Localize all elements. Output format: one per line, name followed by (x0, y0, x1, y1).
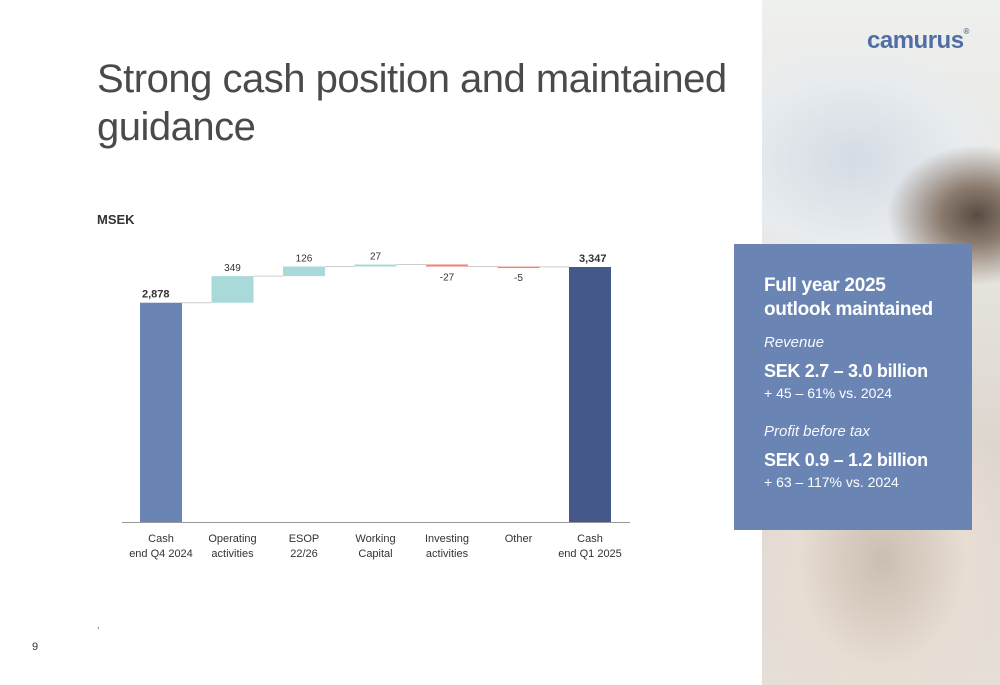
category-label-5: activities (426, 548, 469, 560)
outlook-heading: Full year 2025 outlook maintained (764, 275, 933, 320)
slide-title: Strong cash position and maintained guid… (97, 57, 727, 149)
data-label-2: 349 (224, 263, 241, 274)
bar-6 (497, 266, 540, 269)
bar-2 (211, 276, 254, 303)
profit-growth: + 63 – 117% vs. 2024 (764, 474, 899, 490)
profit-label: Profit before tax (764, 423, 870, 440)
category-label-3: 22/26 (290, 548, 318, 560)
data-label-6: -5 (514, 273, 523, 284)
revenue-growth: + 45 – 61% vs. 2024 (764, 385, 893, 401)
category-label-2: activities (211, 548, 254, 560)
category-label-7: Cash (577, 533, 603, 545)
category-label-4: Working (355, 533, 395, 545)
page-number: 9 (32, 641, 39, 653)
category-label-3: ESOP (289, 533, 320, 545)
bar-4 (354, 264, 397, 267)
unit-label: MSEK (97, 212, 135, 227)
revenue-label: Revenue (764, 334, 825, 351)
data-label-5: -27 (440, 273, 455, 284)
revenue-value: SEK 2.7 – 3.0 billion (764, 361, 928, 381)
bar-5 (426, 264, 468, 267)
bar-3 (283, 266, 325, 277)
outlook-box: Full year 2025 outlook maintained Revenu… (734, 244, 972, 530)
category-label-4: Capital (358, 548, 392, 560)
footnote: , (97, 620, 100, 630)
data-label-3: 126 (296, 254, 313, 265)
data-label-7: 3,347 (579, 253, 607, 265)
data-label-1: 2,878 (142, 289, 170, 301)
camurus-logo: camurus® (867, 27, 969, 54)
bar-1 (140, 302, 182, 522)
category-label-1: end Q4 2024 (129, 548, 193, 560)
bar-7 (569, 267, 611, 522)
profit-value: SEK 0.9 – 1.2 billion (764, 450, 928, 470)
category-label-2: Operating (208, 533, 256, 545)
category-label-1: Cash (148, 533, 174, 545)
category-label-5: Investing (425, 533, 469, 545)
data-label-4: 27 (370, 251, 382, 262)
category-label-6: Other (505, 533, 533, 545)
category-label-7: end Q1 2025 (558, 548, 622, 560)
